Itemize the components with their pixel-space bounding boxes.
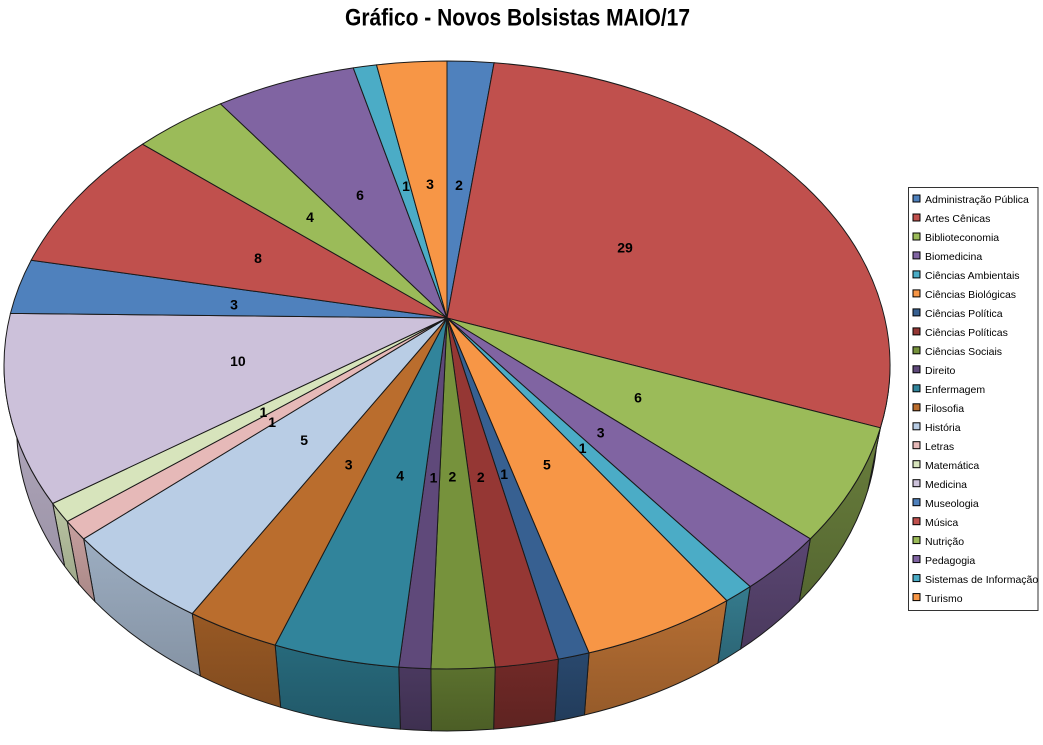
svg-text:Ciências Sociais: Ciências Sociais — [925, 346, 1002, 358]
svg-text:Ciências Biológicas: Ciências Biológicas — [925, 289, 1016, 301]
svg-text:29: 29 — [617, 240, 633, 256]
svg-text:2: 2 — [455, 177, 463, 193]
svg-text:1: 1 — [268, 414, 276, 430]
svg-text:4: 4 — [306, 209, 314, 225]
svg-text:1: 1 — [260, 404, 268, 420]
svg-text:Artes Cênicas: Artes Cênicas — [925, 213, 990, 225]
svg-text:2: 2 — [477, 469, 485, 485]
svg-text:Ciências Política: Ciências Política — [925, 308, 1003, 320]
svg-text:Biblioteconomia: Biblioteconomia — [925, 232, 999, 244]
svg-text:1: 1 — [402, 178, 410, 194]
svg-text:8: 8 — [254, 250, 262, 266]
svg-text:1: 1 — [500, 466, 508, 482]
svg-text:4: 4 — [396, 467, 404, 483]
svg-text:Ciências Políticas: Ciências Políticas — [925, 327, 1008, 339]
svg-text:Matemática: Matemática — [925, 460, 979, 472]
svg-text:Filosofia: Filosofia — [925, 403, 964, 415]
svg-text:3: 3 — [230, 297, 238, 313]
svg-text:Museologia: Museologia — [925, 498, 979, 510]
svg-text:Ciências Ambientais: Ciências Ambientais — [925, 270, 1020, 282]
svg-text:2: 2 — [449, 469, 457, 485]
svg-text:5: 5 — [543, 456, 551, 472]
svg-text:3: 3 — [345, 457, 353, 473]
svg-text:Enfermagem: Enfermagem — [925, 384, 985, 396]
svg-text:História: História — [925, 422, 961, 434]
svg-text:Medicina: Medicina — [925, 479, 967, 491]
svg-text:Biomedicina: Biomedicina — [925, 251, 982, 263]
svg-text:Administração Pública: Administração Pública — [925, 194, 1029, 206]
svg-text:Direito: Direito — [925, 365, 956, 377]
svg-text:1: 1 — [579, 440, 587, 456]
svg-text:5: 5 — [300, 432, 308, 448]
svg-text:Letras: Letras — [925, 441, 954, 453]
svg-text:1: 1 — [430, 469, 438, 485]
svg-text:3: 3 — [597, 425, 605, 441]
svg-text:3: 3 — [426, 176, 434, 192]
svg-text:Música: Música — [925, 517, 958, 529]
svg-text:6: 6 — [356, 187, 364, 203]
svg-text:Gráfico - Novos Bolsistas MAIO: Gráfico - Novos Bolsistas MAIO/17 — [345, 5, 690, 32]
svg-text:10: 10 — [230, 353, 246, 369]
svg-text:Pedagogia: Pedagogia — [925, 555, 975, 567]
svg-text:Turismo: Turismo — [925, 593, 963, 605]
svg-text:Nutrição: Nutrição — [925, 536, 964, 548]
svg-text:Sistemas de Informação: Sistemas de Informação — [925, 574, 1038, 586]
svg-text:6: 6 — [634, 390, 642, 406]
